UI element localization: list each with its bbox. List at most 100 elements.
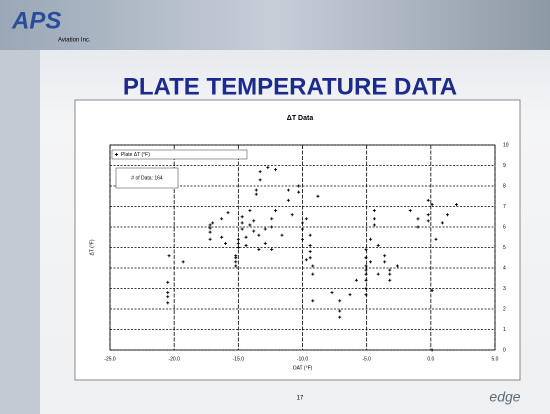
data-point: [208, 226, 212, 230]
data-point: [286, 198, 290, 202]
data-point: [388, 268, 392, 272]
legend-label: Plate ΔT (°F): [121, 152, 150, 158]
y-tick-label: 5: [503, 245, 506, 251]
data-point: [234, 256, 238, 260]
data-point: [376, 243, 380, 247]
x-tick-label: -15.0: [233, 356, 245, 362]
data-point: [226, 211, 230, 215]
data-point: [426, 213, 430, 217]
data-point: [446, 213, 450, 217]
data-point: [167, 254, 171, 258]
data-point: [434, 237, 438, 241]
data-point: [252, 229, 256, 233]
data-point: [364, 293, 368, 297]
data-point: [166, 291, 170, 295]
data-point: [166, 280, 170, 284]
data-point: [301, 221, 304, 225]
data-point: [220, 235, 224, 239]
data-point: [426, 198, 430, 202]
data-point: [354, 278, 358, 282]
data-point: [234, 260, 238, 264]
data-point: [236, 246, 240, 249]
page-number: 17: [297, 396, 304, 402]
data-point: [440, 221, 444, 225]
data-point: [220, 217, 224, 221]
data-point: [263, 241, 267, 245]
data-point: [257, 248, 261, 252]
data-point: [248, 209, 252, 213]
legend-box: [111, 149, 248, 160]
data-point: [304, 217, 308, 221]
y-tick-label: 0: [503, 347, 506, 353]
data-point: [364, 264, 368, 268]
data-point: [297, 184, 301, 188]
chart-frame: [74, 99, 521, 381]
data-point: [234, 264, 238, 268]
data-point: [258, 170, 262, 174]
data-point: [376, 272, 380, 276]
data-point: [364, 268, 368, 272]
data-point: [372, 217, 376, 221]
y-axis-label: ΔT (°F): [89, 239, 95, 255]
data-point: [316, 194, 320, 198]
data-point: [266, 166, 270, 170]
data-point: [308, 233, 312, 237]
data-point: [338, 299, 342, 303]
data-point: [166, 301, 170, 305]
data-point: [430, 348, 434, 352]
data-point: [311, 272, 315, 276]
data-point: [304, 258, 308, 262]
data-point: [208, 237, 212, 241]
data-point: [248, 223, 252, 227]
side-strip: [0, 50, 40, 414]
data-point: [254, 192, 258, 196]
data-point: [236, 241, 240, 245]
data-point: [270, 225, 274, 229]
data-point: [208, 230, 212, 234]
data-point: [166, 295, 170, 299]
data-point: [280, 233, 284, 237]
data-point: [364, 272, 368, 276]
data-point: [416, 217, 420, 221]
data-point: [338, 309, 342, 313]
data-point: [372, 223, 376, 227]
y-tick-label: 10: [503, 142, 509, 148]
annotation-box: [115, 167, 179, 189]
data-point: [330, 291, 334, 295]
logo: APS: [11, 7, 61, 34]
data-point: [430, 289, 434, 293]
x-tick-label: 0.0: [427, 356, 434, 362]
data-point: [369, 260, 373, 264]
data-point: [290, 213, 294, 217]
data-point: [286, 188, 290, 192]
x-tick-label: -10.0: [297, 356, 309, 362]
data-point: [364, 287, 368, 290]
data-point: [372, 209, 376, 213]
data-point: [274, 168, 278, 172]
data-point: [426, 219, 430, 223]
data-point: [301, 237, 304, 241]
chart-title: ΔT Data: [287, 115, 314, 122]
y-tick-label: 8: [503, 183, 506, 189]
data-point: [369, 237, 373, 241]
y-tick-label: 2: [503, 306, 506, 312]
data-point: [364, 256, 368, 260]
data-point: [244, 243, 248, 247]
data-point: [258, 178, 262, 182]
data-point: [308, 250, 312, 254]
data-point: [270, 248, 274, 252]
x-tick-label: -25.0: [104, 356, 116, 362]
annotation: # of Data: 164: [131, 175, 163, 181]
data-point: [240, 227, 244, 231]
data-point: [263, 227, 267, 231]
x-tick-label: -5.0: [362, 356, 371, 362]
data-point: [430, 202, 434, 206]
data-point: [240, 221, 244, 225]
data-point: [364, 278, 368, 282]
data-point: [408, 209, 412, 213]
y-tick-label: 6: [503, 224, 506, 230]
data-point: [301, 227, 304, 231]
data-point: [274, 209, 278, 213]
y-tick-label: 7: [503, 204, 506, 210]
